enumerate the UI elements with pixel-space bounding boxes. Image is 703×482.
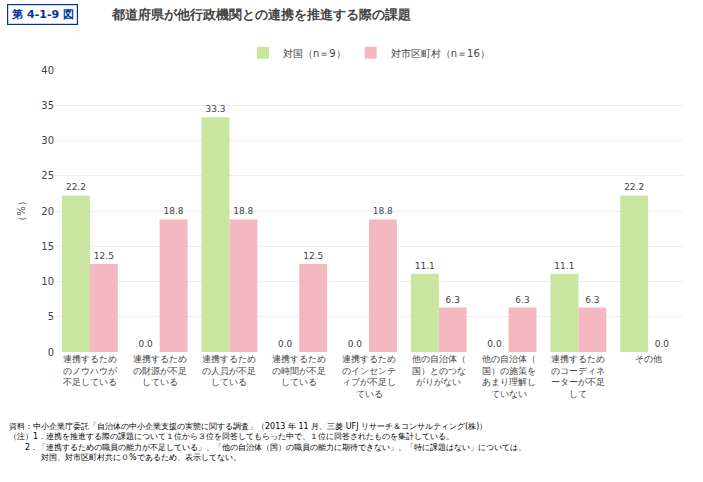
svg-text:6.3: 6.3 — [585, 295, 599, 305]
svg-text:10: 10 — [41, 276, 54, 287]
svg-text:12.5: 12.5 — [94, 251, 114, 261]
svg-text:5: 5 — [48, 311, 54, 322]
svg-text:20: 20 — [41, 206, 54, 217]
svg-text:40: 40 — [41, 65, 54, 76]
svg-text:30: 30 — [41, 135, 54, 146]
svg-text:連携するための財源が不足している: 連携するための財源が不足している — [133, 354, 187, 387]
svg-text:18.8: 18.8 — [373, 206, 393, 216]
svg-text:15: 15 — [41, 241, 54, 252]
svg-text:35: 35 — [41, 100, 54, 111]
svg-text:連携するためのインセンティブが不足している: 連携するためのインセンティブが不足している — [342, 354, 396, 399]
svg-text:6.3: 6.3 — [446, 295, 460, 305]
svg-text:（%）: （%） — [16, 196, 27, 226]
svg-text:0.0: 0.0 — [348, 339, 363, 349]
svg-text:連携するための時間が不足している: 連携するための時間が不足している — [272, 354, 326, 387]
svg-text:11.1: 11.1 — [554, 261, 574, 271]
svg-text:22.2: 22.2 — [624, 182, 644, 192]
svg-text:6.3: 6.3 — [515, 295, 529, 305]
svg-text:第 4-1-9 図: 第 4-1-9 図 — [11, 8, 74, 21]
svg-text:12.5: 12.5 — [303, 251, 323, 261]
svg-text:18.8: 18.8 — [163, 206, 183, 216]
svg-text:11.1: 11.1 — [415, 261, 435, 271]
svg-text:他の自治体（国）の施策をあまり理解していない: 他の自治体（国）の施策をあまり理解していない — [482, 354, 536, 399]
svg-text:33.3: 33.3 — [205, 104, 225, 114]
svg-text:他の自治体（国）とのつながりがない: 他の自治体（国）とのつながりがない — [412, 354, 466, 387]
svg-text:都道府県が他行政機関との連携を推進する際の課題: 都道府県が他行政機関との連携を推進する際の課題 — [111, 7, 411, 22]
svg-text:連携するためのノウハウが不足している: 連携するためのノウハウが不足している — [63, 354, 118, 387]
svg-text:連携するための人員が不足している: 連携するための人員が不足している — [202, 354, 256, 387]
svg-text:資料：中小企業庁委託「自治体の中小企業支援の実態に関する調査: 資料：中小企業庁委託「自治体の中小企業支援の実態に関する調査」（2013 年 1… — [9, 422, 526, 462]
svg-text:対国（n＝9）: 対国（n＝9） — [283, 48, 346, 59]
svg-text:0.0: 0.0 — [487, 339, 502, 349]
svg-text:その他: その他 — [635, 354, 662, 364]
svg-text:0.0: 0.0 — [278, 339, 293, 349]
svg-text:22.2: 22.2 — [66, 182, 86, 192]
svg-text:18.8: 18.8 — [233, 206, 253, 216]
svg-text:0.0: 0.0 — [655, 339, 670, 349]
svg-text:対市区町村（n＝16）: 対市区町村（n＝16） — [391, 48, 490, 59]
svg-text:連携するためのコーディネーターが不足して: 連携するためのコーディネーターが不足して — [551, 354, 605, 399]
svg-text:0.0: 0.0 — [138, 339, 153, 349]
svg-text:0: 0 — [48, 347, 54, 358]
svg-text:25: 25 — [41, 170, 54, 181]
